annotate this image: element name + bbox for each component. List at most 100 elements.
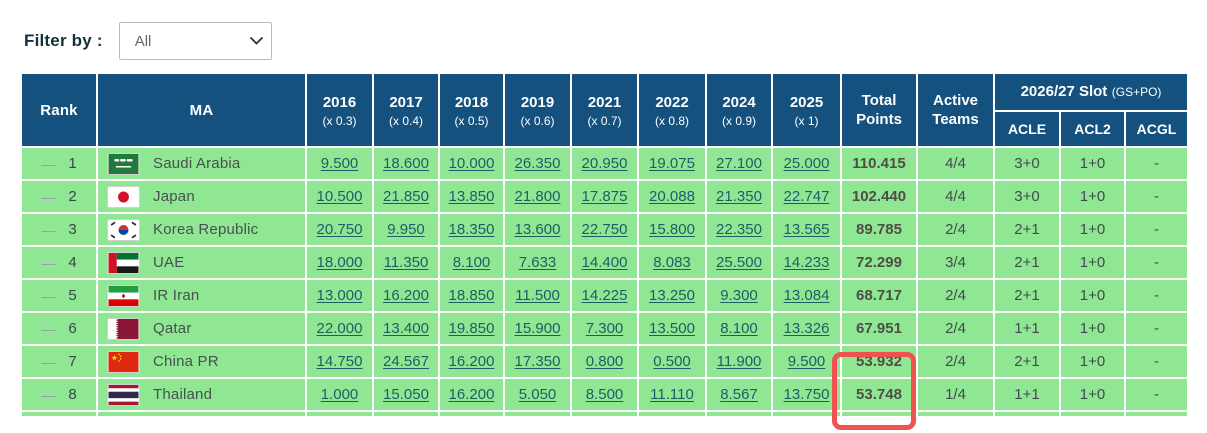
year-points-link[interactable]: 0.800 xyxy=(585,353,624,370)
year-points-link[interactable]: 9.500 xyxy=(787,353,826,370)
year-points-link[interactable]: 21.800 xyxy=(514,188,561,205)
year-points-link[interactable]: 18.000 xyxy=(316,254,363,271)
year-points-link[interactable]: 27.100 xyxy=(716,155,762,172)
year-points-link[interactable]: 11.350 xyxy=(383,254,429,271)
points-cell-2018: 18.850 xyxy=(438,278,505,313)
year-points-link[interactable]: 13.750 xyxy=(783,386,830,403)
year-points-link[interactable]: 18.350 xyxy=(448,221,495,238)
country-flag-icon xyxy=(107,251,140,274)
points-cell-2021: 14.400 xyxy=(570,245,639,280)
points-cell-2019: 7.633 xyxy=(503,245,572,280)
table-row: — 3 Korea Republic 20.750 9.950 18.350 1… xyxy=(20,212,1190,247)
acle-slot-value: 3+0 xyxy=(993,179,1061,214)
year-points-link[interactable]: 7.633 xyxy=(518,254,557,271)
year-points-link[interactable]: 11.500 xyxy=(515,287,560,304)
year-points-link[interactable]: 13.000 xyxy=(316,287,363,304)
year-multiplier: (x 0.4) xyxy=(388,113,423,128)
year-points-link[interactable]: 5.050 xyxy=(518,386,557,403)
year-points-link[interactable]: 22.747 xyxy=(783,188,830,205)
year-points-link[interactable]: 9.950 xyxy=(387,221,425,238)
year-points-link[interactable]: 20.950 xyxy=(581,155,628,172)
year-points-link[interactable]: 16.200 xyxy=(448,353,495,370)
year-points-link[interactable]: 16.200 xyxy=(383,287,429,304)
points-cell-2019: 5.050 xyxy=(503,377,572,412)
slot-group-suffix: (GS+PO) xyxy=(1111,85,1162,99)
year-points-link[interactable]: 13.326 xyxy=(783,320,830,337)
points-cell-2021: 8.500 xyxy=(570,377,639,412)
active-teams-value: 4/4 xyxy=(916,146,995,181)
year-points-link[interactable]: 10.500 xyxy=(316,188,363,205)
year-points-link[interactable]: 0.500 xyxy=(653,353,691,370)
year-points-link[interactable]: 9.300 xyxy=(720,287,758,304)
filter-dropdown[interactable]: All xyxy=(118,22,272,60)
points-cell-2016: 18.000 xyxy=(305,245,374,280)
active-teams-value: 2/4 xyxy=(916,278,995,313)
year-points-link[interactable]: 14.400 xyxy=(581,254,628,271)
year-points-link[interactable]: 9.500 xyxy=(320,155,359,172)
year-points-link[interactable]: 10.000 xyxy=(448,155,495,172)
year-points-link[interactable]: 14.233 xyxy=(783,254,830,271)
year-points-link[interactable]: 13.250 xyxy=(649,287,695,304)
acgl-slot-value: - xyxy=(1123,344,1190,379)
year-points-link[interactable]: 11.900 xyxy=(716,353,762,370)
rank-cell: — 7 xyxy=(20,344,98,379)
year-points-link[interactable]: 13.565 xyxy=(783,221,830,238)
year-points-link[interactable]: 18.600 xyxy=(383,155,429,172)
year-points-link[interactable]: 18.850 xyxy=(448,287,495,304)
year-points-link[interactable]: 8.567 xyxy=(720,386,758,403)
year-points-link[interactable]: 19.075 xyxy=(649,155,695,172)
year-points-link[interactable]: 20.088 xyxy=(649,188,695,205)
year-points-link[interactable]: 19.850 xyxy=(448,320,495,337)
partial-cell xyxy=(438,410,505,418)
year-points-link[interactable]: 15.800 xyxy=(649,221,695,238)
year-points-link[interactable]: 15.050 xyxy=(383,386,429,403)
rank-cell: — 1 xyxy=(20,146,98,181)
year-points-link[interactable]: 13.850 xyxy=(448,188,495,205)
points-cell-2019: 26.350 xyxy=(503,146,572,181)
year-points-link[interactable]: 11.110 xyxy=(650,386,694,403)
year-points-link[interactable]: 21.850 xyxy=(383,188,429,205)
year-points-link[interactable]: 22.000 xyxy=(316,320,363,337)
year-points-link[interactable]: 26.350 xyxy=(514,155,561,172)
country-name: IR Iran xyxy=(153,287,200,304)
year-points-link[interactable]: 17.875 xyxy=(581,188,628,205)
points-cell-2018: 16.200 xyxy=(438,377,505,412)
year-points-link[interactable]: 8.100 xyxy=(720,320,758,337)
year-points-link[interactable]: 25.500 xyxy=(716,254,762,271)
year-points-link[interactable]: 17.350 xyxy=(514,353,561,370)
year-points-link[interactable]: 21.350 xyxy=(716,188,762,205)
year-points-link[interactable]: 1.000 xyxy=(320,386,359,403)
year-points-link[interactable]: 22.350 xyxy=(716,221,762,238)
points-cell-2019: 15.900 xyxy=(503,311,572,346)
year-points-link[interactable]: 8.100 xyxy=(452,254,491,271)
trend-dash-icon: — xyxy=(41,188,56,205)
points-cell-2016: 20.750 xyxy=(305,212,374,247)
year-points-link[interactable]: 7.300 xyxy=(585,320,624,337)
year-points-link[interactable]: 22.750 xyxy=(581,221,628,238)
acle-slot-value: 2+1 xyxy=(993,245,1061,280)
year-points-link[interactable]: 13.600 xyxy=(514,221,561,238)
acl2-slot-value: 1+0 xyxy=(1059,344,1126,379)
year-points-link[interactable]: 14.225 xyxy=(581,287,628,304)
acl2-slot-value: 1+0 xyxy=(1059,245,1126,280)
year-points-link[interactable]: 15.900 xyxy=(514,320,561,337)
year-points-link[interactable]: 8.500 xyxy=(585,386,624,403)
country-flag-icon xyxy=(107,185,140,208)
trend-dash-icon: — xyxy=(41,386,56,403)
year-points-link[interactable]: 25.000 xyxy=(783,155,830,172)
total-points-value: 53.748 xyxy=(840,377,918,412)
year-points-link[interactable]: 8.083 xyxy=(653,254,691,271)
year-points-link[interactable]: 14.750 xyxy=(316,353,363,370)
acgl-slot-value: - xyxy=(1123,212,1190,247)
ranking-table-wrap: Rank MA 2016 (x 0.3) 2017 (x 0.4) 2018 (… xyxy=(20,72,1190,430)
partial-cell xyxy=(916,410,995,418)
points-cell-2025: 22.747 xyxy=(771,179,842,214)
year-points-link[interactable]: 20.750 xyxy=(316,221,363,238)
year-points-link[interactable]: 13.084 xyxy=(783,287,830,304)
year-points-link[interactable]: 13.400 xyxy=(383,320,429,337)
slot-group-label: 2026/27 Slot xyxy=(1020,83,1108,100)
year-points-link[interactable]: 16.200 xyxy=(448,386,495,403)
points-cell-2022: 13.250 xyxy=(637,278,707,313)
year-points-link[interactable]: 24.567 xyxy=(383,353,429,370)
year-points-link[interactable]: 13.500 xyxy=(649,320,695,337)
